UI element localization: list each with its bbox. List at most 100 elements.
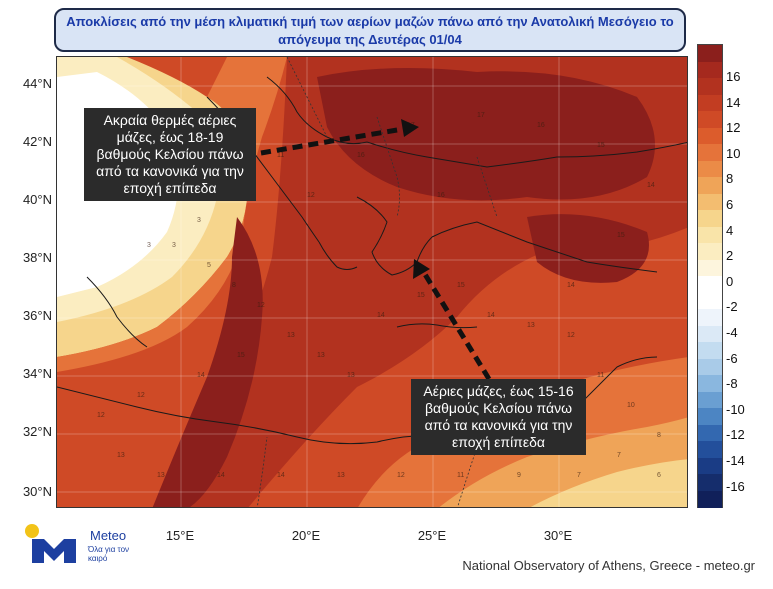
map-title: Αποκλίσεις από την μέση κλιματική τιμή τ… (54, 8, 686, 52)
colorbar-segment (698, 193, 722, 211)
colorbar-tick-label: 10 (726, 145, 741, 161)
svg-text:14: 14 (647, 182, 655, 189)
colorbar-segment (698, 474, 722, 491)
svg-text:12: 12 (307, 192, 315, 199)
colorbar-tick-label: 16 (726, 69, 741, 84)
anomaly-zone-10-west (57, 57, 287, 372)
arrow-greece-head (413, 259, 430, 279)
svg-text:8: 8 (657, 432, 661, 439)
svg-text:11: 11 (597, 372, 604, 379)
warm-airmass-annotation: Ακραία θερμές αέριες μάζες, έως 18-19 βα… (84, 108, 256, 201)
svg-text:12: 12 (257, 302, 265, 309)
svg-text:14: 14 (487, 312, 495, 319)
colorbar-segment (698, 457, 722, 475)
colorbar-segment (698, 375, 722, 392)
svg-text:14: 14 (377, 312, 385, 319)
svg-text:16: 16 (537, 122, 545, 129)
anomaly-zone-6-southeast (530, 459, 687, 507)
svg-text:14: 14 (277, 472, 285, 479)
colorbar-segment (698, 78, 722, 95)
colorbar-tick-label: 2 (726, 248, 734, 264)
anomaly-zone-16-libya (152, 217, 263, 507)
colorbar-tick-label: -2 (726, 299, 738, 315)
footer-credit: National Observatory of Athens, Greece -… (462, 558, 755, 573)
lat-label-32: 32°N (22, 424, 52, 439)
svg-text:3: 3 (197, 217, 201, 224)
colorbar-tick-label: -14 (726, 453, 745, 468)
logo-name: Meteo (90, 528, 127, 543)
svg-text:15: 15 (457, 282, 465, 289)
title-line-1: Αποκλίσεις από την μέση κλιματική τιμή τ… (66, 14, 674, 29)
lat-label-34: 34°N (22, 366, 52, 381)
colorbar-segment (698, 358, 722, 376)
colorbar-tick-label: 8 (726, 171, 734, 187)
svg-text:6: 6 (657, 472, 661, 479)
colorbar-tick-label: -16 (726, 478, 745, 494)
colorbar-segment (698, 226, 722, 244)
lat-label-38: 38°N (22, 250, 52, 265)
lat-label-40: 40°N (22, 192, 52, 207)
colorbar-segment (698, 441, 722, 458)
svg-text:11: 11 (277, 152, 284, 159)
colorbar-tick-label: -8 (726, 376, 738, 392)
lat-label-30: 30°N (22, 484, 52, 499)
colorbar-segment (698, 292, 722, 310)
svg-text:14: 14 (217, 472, 225, 479)
logo-tagline: Όλα για τον καιρό (88, 545, 130, 563)
lon-label-20: 20°E (291, 528, 321, 543)
colorbar-segment (698, 342, 722, 359)
svg-text:12: 12 (397, 472, 405, 479)
colorbar-tick-label: 4 (726, 222, 734, 238)
svg-text:15: 15 (617, 232, 625, 239)
colorbar-segment (698, 391, 722, 409)
lon-label-15: 15°E (165, 528, 195, 543)
country-borders (256, 57, 498, 507)
arrow-north-shaft (260, 125, 410, 156)
colorbar-tick-label: 12 (726, 120, 741, 136)
svg-text:12: 12 (567, 332, 575, 339)
anomaly-zone-16-north (317, 68, 655, 201)
colorbar-segment (698, 210, 722, 227)
svg-text:12: 12 (137, 392, 145, 399)
colorbar-tick-label: 14 (726, 94, 741, 110)
svg-text:15: 15 (417, 292, 425, 299)
colorbar-segment (698, 325, 722, 343)
svg-text:3: 3 (172, 242, 176, 249)
colorbar-segment (698, 243, 722, 260)
svg-text:12: 12 (97, 412, 105, 419)
svg-text:13: 13 (347, 372, 355, 379)
colorbar-segment (698, 490, 722, 508)
colorbar-tick-label: -4 (726, 325, 738, 340)
meteo-logo-icon (25, 524, 76, 563)
svg-text:7: 7 (617, 452, 621, 459)
svg-text:13: 13 (527, 322, 535, 329)
colorbar-tick-label: -6 (726, 350, 738, 366)
colorbar-segment (698, 259, 722, 277)
lat-label-36: 36°N (22, 308, 52, 323)
colorbar-segment (698, 276, 722, 293)
svg-text:9: 9 (517, 472, 521, 479)
title-line-2: απόγευμα της Δευτέρας 01/04 (278, 32, 462, 47)
lon-label-30: 30°E (543, 528, 573, 543)
colorbar-segment (698, 61, 722, 79)
svg-text:5: 5 (207, 262, 211, 269)
svg-text:14: 14 (197, 372, 205, 379)
svg-text:16: 16 (437, 192, 445, 199)
svg-text:11: 11 (457, 472, 464, 479)
lat-label-42: 42°N (22, 134, 52, 149)
svg-text:16: 16 (357, 152, 365, 159)
svg-text:14: 14 (567, 282, 575, 289)
svg-text:7: 7 (577, 472, 581, 479)
lon-label-25: 25°E (417, 528, 447, 543)
colorbar-segment (698, 94, 722, 112)
colorbar-segment (698, 127, 722, 145)
colorbar-segment (698, 160, 722, 178)
colorbar-segment (698, 111, 722, 128)
svg-text:13: 13 (287, 332, 295, 339)
colorbar-segment (698, 144, 722, 161)
south-airmass-annotation: Αέριες μάζες, έως 15-16 βαθμούς Κελσίου … (411, 379, 586, 455)
colorbar-tick-label: -10 (726, 401, 745, 417)
svg-text:15: 15 (597, 142, 605, 149)
svg-text:17: 17 (477, 112, 485, 119)
